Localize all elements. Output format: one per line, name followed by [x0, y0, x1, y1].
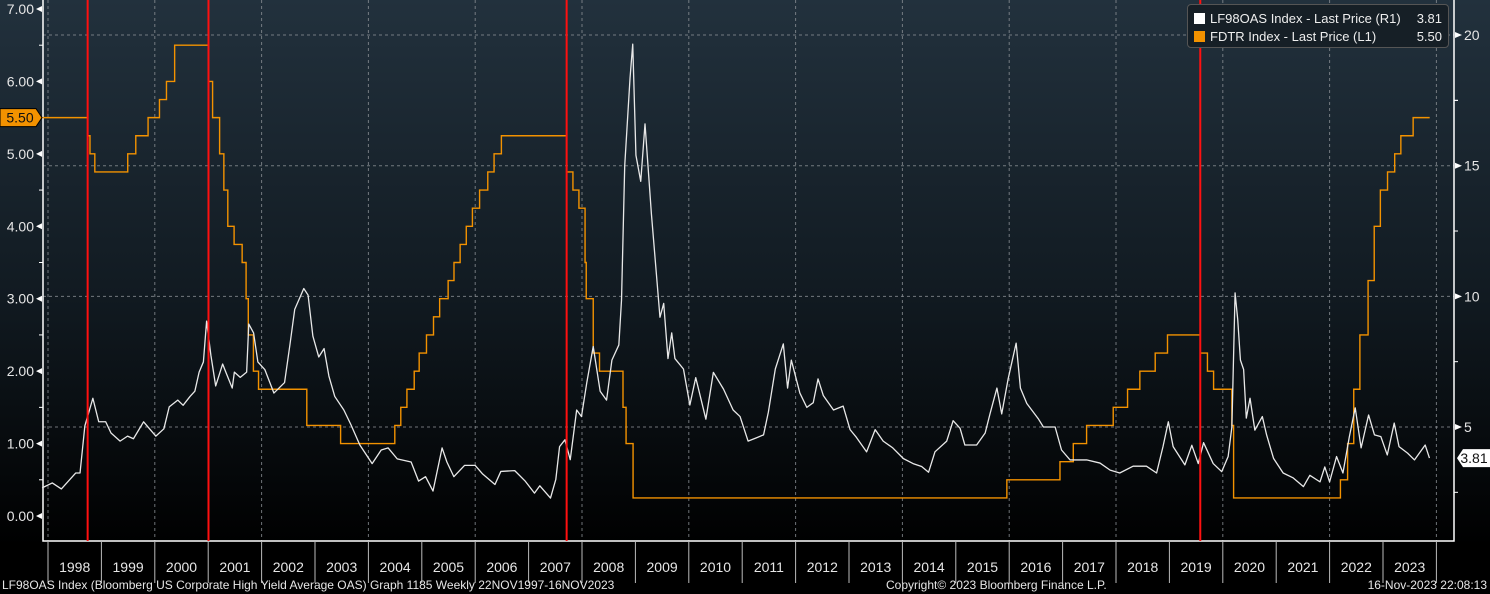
left-last-value-text: 5.50: [6, 110, 33, 126]
left-axis-tick-arrow: [36, 5, 42, 12]
left-axis-label: 7.00: [7, 1, 34, 17]
legend: LF98OAS Index - Last Price (R1) 3.81 FDT…: [1187, 4, 1449, 48]
left-axis-tick-arrow: [36, 440, 42, 447]
fdtr-series-line: [42, 44, 1430, 499]
legend-item-fdtr: FDTR Index - Last Price (L1) 5.50: [1194, 27, 1442, 45]
legend-value: 3.81: [1416, 10, 1442, 26]
left-axis-tick-arrow: [36, 78, 42, 85]
left-axis-tick-arrow: [36, 368, 42, 375]
right-axis-label: 20: [1464, 27, 1480, 43]
chart-title-footer: LF98OAS Index (Bloomberg US Corporate Hi…: [2, 578, 615, 592]
x-tick-label: 2002: [273, 559, 304, 575]
legend-swatch-fdtr: [1194, 30, 1205, 42]
plot-frame: [42, 0, 1455, 542]
right-axis-label: 15: [1464, 158, 1480, 174]
x-tick-label: 2006: [486, 559, 517, 575]
left-axis-tick-arrow: [36, 513, 42, 519]
legend-value: 5.50: [1416, 28, 1442, 44]
x-tick-label: 2012: [807, 559, 838, 575]
x-tick-label: 2021: [1287, 559, 1318, 575]
right-axis-tick-arrow: [1455, 162, 1462, 169]
x-tick-label: 2009: [647, 559, 678, 575]
x-tick-label: 2018: [1127, 559, 1158, 575]
right-last-value-tag: [1457, 449, 1490, 468]
x-tick-label: 2016: [1020, 559, 1051, 575]
x-tick-label: 2019: [1181, 559, 1212, 575]
x-tick-label: 2010: [700, 559, 731, 575]
legend-item-oas: LF98OAS Index - Last Price (R1) 3.81: [1194, 9, 1442, 27]
x-tick-label: 2013: [860, 559, 891, 575]
x-tick-label: 2020: [1234, 559, 1265, 575]
x-tick-label: 2022: [1341, 559, 1372, 575]
left-axis-label: 6.00: [7, 73, 34, 89]
legend-label: FDTR Index - Last Price (L1): [1210, 28, 1377, 44]
left-axis-tick-arrow: [36, 150, 42, 157]
x-tick-label: 2003: [326, 559, 357, 575]
oas-series-line: [41, 43, 1431, 499]
left-axis-label: 1.00: [7, 436, 34, 452]
left-axis-label: 2.00: [7, 363, 34, 379]
x-tick-label: 2000: [166, 559, 197, 575]
right-axis-tick-arrow: [1455, 424, 1462, 430]
x-tick-label: 1999: [113, 559, 144, 575]
left-axis-tick-arrow: [36, 295, 42, 302]
right-axis-tick-arrow: [1455, 32, 1462, 39]
right-axis-label: 10: [1464, 288, 1480, 304]
timestamp-text: 16-Nov-2023 22:08:13: [1368, 578, 1488, 592]
legend-label: LF98OAS Index - Last Price (R1): [1210, 10, 1401, 26]
x-tick-label: 2023: [1394, 559, 1425, 575]
x-tick-label: 1998: [59, 559, 90, 575]
left-last-value-tag: [0, 108, 43, 128]
left-axis-label: 5.00: [7, 146, 34, 162]
x-tick-label: 2005: [433, 559, 464, 575]
x-tick-label: 2008: [593, 559, 624, 575]
left-axis-tick-arrow: [36, 223, 42, 230]
x-tick-label: 2011: [754, 559, 784, 575]
right-last-value-text: 3.81: [1460, 450, 1487, 466]
left-axis-label: 3.00: [7, 291, 34, 307]
x-tick-label: 2014: [914, 559, 945, 575]
left-axis-label: 0.00: [7, 508, 34, 524]
x-tick-label: 2015: [967, 559, 998, 575]
copyright-text: Copyright© 2023 Bloomberg Finance L.P.: [886, 578, 1107, 592]
x-tick-label: 2017: [1074, 559, 1105, 575]
x-tick-label: 2004: [380, 559, 411, 575]
x-tick-label: 2001: [219, 559, 250, 575]
right-axis-label: 5: [1464, 419, 1472, 435]
right-axis-tick-arrow: [1455, 293, 1462, 300]
x-tick-label: 2007: [540, 559, 571, 575]
legend-swatch-oas: [1194, 12, 1205, 24]
left-axis-label: 4.00: [7, 218, 34, 234]
